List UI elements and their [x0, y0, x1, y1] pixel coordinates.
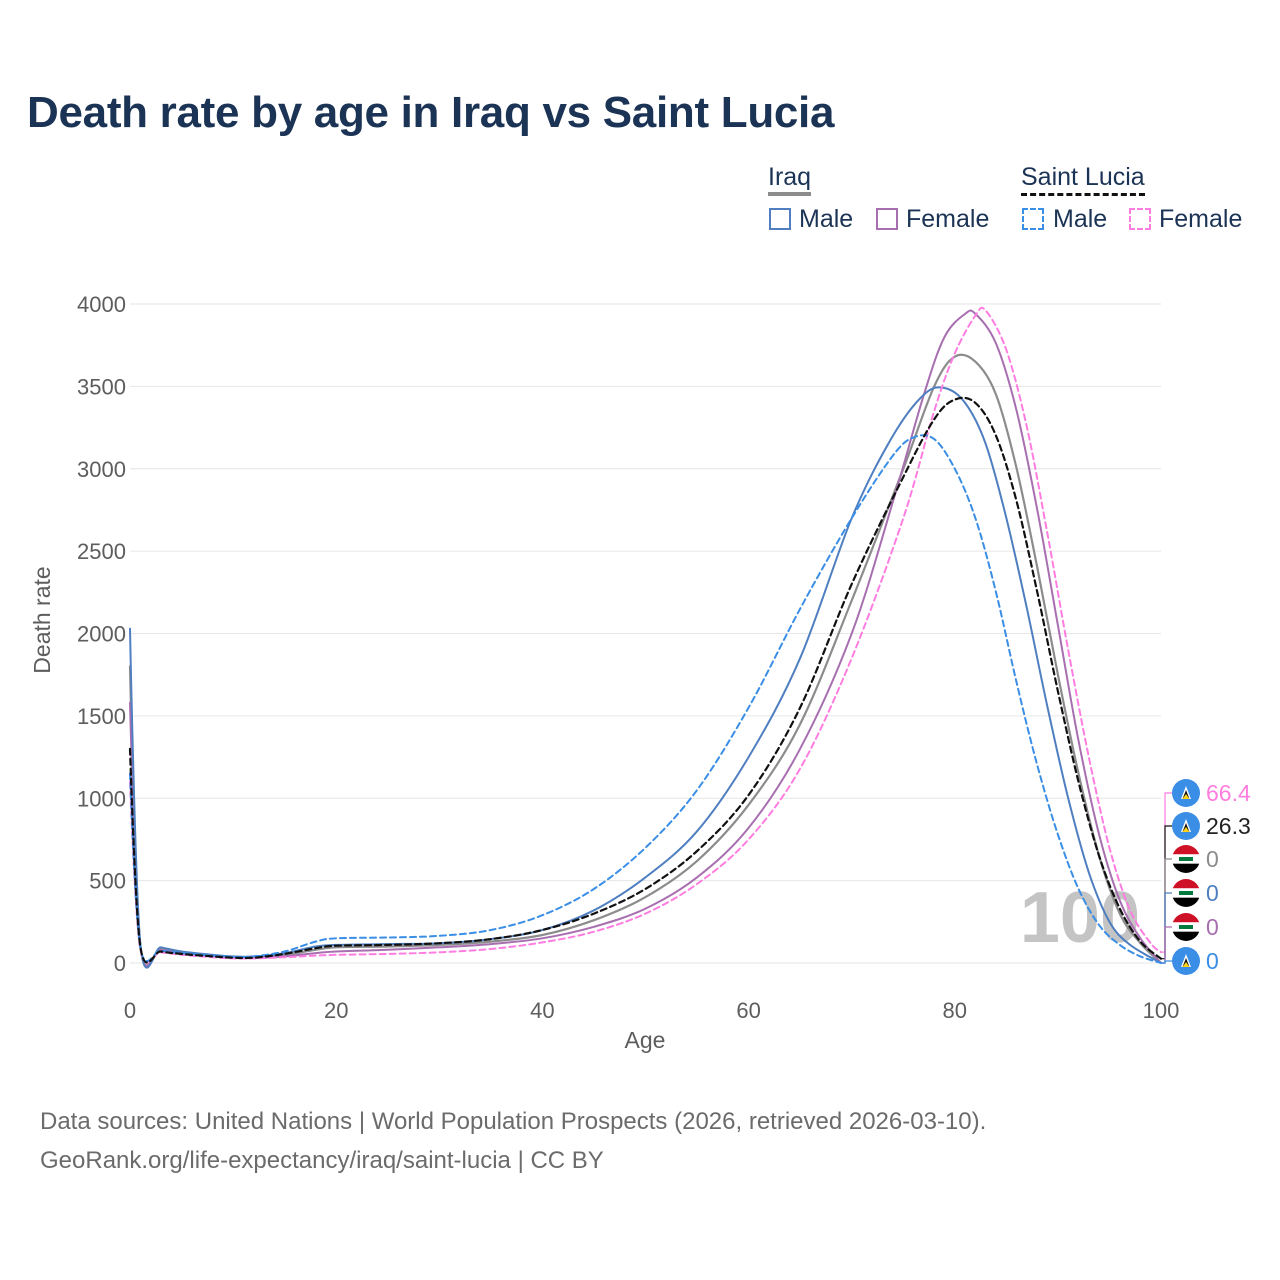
- end-label-value: 0: [1206, 846, 1219, 872]
- saint-lucia-flag-icon: [1172, 947, 1200, 975]
- legend-swatch-lucia-male[interactable]: [1022, 208, 1044, 230]
- y-tick-label: 1000: [77, 786, 126, 811]
- saint-lucia-flag-icon: [1172, 812, 1200, 840]
- end-labels: 66.4 26.3 0 0 0 0: [1161, 779, 1251, 975]
- iraq-flag-icon: [1172, 845, 1200, 873]
- y-tick-label: 1500: [77, 704, 126, 729]
- x-tick-label: 100: [1143, 998, 1180, 1023]
- gridlines: [130, 303, 1161, 964]
- end-label-connector: [1161, 926, 1172, 964]
- chart-title: Death rate by age in Iraq vs Saint Lucia: [27, 88, 835, 137]
- x-tick-label: 0: [124, 998, 136, 1023]
- end-label-value: 26.3: [1206, 813, 1251, 839]
- iraq-flag-icon: [1172, 879, 1200, 907]
- legend-label-lucia-female[interactable]: Female: [1159, 205, 1243, 233]
- series-line-lucia-female[interactable]: [129, 306, 1162, 964]
- source-line-2[interactable]: GeoRank.org/life-expectancy/iraq/saint-l…: [40, 1147, 604, 1174]
- series-line-lucia-total[interactable]: [128, 396, 1163, 964]
- x-tick-label: 80: [943, 998, 967, 1023]
- x-axis-ticks: 0 20 40 60 80 100: [124, 998, 1179, 1023]
- y-tick-label: 2000: [77, 622, 126, 647]
- end-label-connector: [1161, 858, 1172, 964]
- legend-group-label: Iraq: [768, 163, 812, 191]
- legend-swatch-lucia-female[interactable]: [1129, 208, 1151, 230]
- y-tick-label: 3000: [77, 457, 126, 482]
- legend-label-iraq-male[interactable]: Male: [799, 205, 854, 233]
- y-tick-label: 3500: [77, 374, 126, 399]
- x-tick-label: 60: [736, 998, 760, 1023]
- end-label-value: 66.4: [1206, 780, 1251, 806]
- end-label-value: 0: [1206, 880, 1219, 906]
- legend-line-iraq-total: [768, 192, 812, 196]
- x-tick-label: 20: [324, 998, 348, 1023]
- source-line-1: Data sources: United Nations | World Pop…: [40, 1108, 987, 1135]
- series-line-iraq-total[interactable]: [128, 353, 1163, 968]
- legend-group-label: Saint Lucia: [1021, 163, 1145, 191]
- end-label-value: 0: [1206, 948, 1219, 974]
- y-axis-ticks: 0 500 1000 1500 2000 2500 3000 3500 4000: [77, 292, 126, 976]
- end-label-connector: [1161, 792, 1172, 953]
- legend-group-saint-lucia[interactable]: Saint Lucia: [1021, 163, 1145, 196]
- x-axis-title: Age: [625, 1027, 666, 1053]
- end-label-connector: [1161, 825, 1172, 960]
- series-line-lucia-male[interactable]: [129, 434, 1162, 964]
- iraq-flag-icon: [1172, 913, 1200, 941]
- x-tick-label: 40: [530, 998, 554, 1023]
- end-label-value: 0: [1206, 914, 1219, 940]
- legend-group-iraq[interactable]: Iraq: [768, 163, 812, 196]
- end-label-connector: [1161, 960, 1172, 964]
- y-tick-label: 4000: [77, 292, 126, 317]
- legend-line-lucia-total: [1021, 193, 1145, 196]
- y-tick-label: 2500: [77, 539, 126, 564]
- y-axis-title: Death rate: [29, 566, 55, 673]
- legend-swatch-iraq-female[interactable]: [876, 208, 898, 230]
- y-tick-label: 0: [114, 951, 126, 976]
- legend-swatch-iraq-male[interactable]: [769, 208, 791, 230]
- legend-label-lucia-male[interactable]: Male: [1053, 205, 1108, 233]
- series-line-iraq-female[interactable]: [129, 309, 1162, 967]
- y-tick-label: 500: [89, 869, 126, 894]
- saint-lucia-flag-icon: [1172, 779, 1200, 807]
- series-lines: [128, 306, 1163, 969]
- legend-label-iraq-female[interactable]: Female: [906, 205, 990, 233]
